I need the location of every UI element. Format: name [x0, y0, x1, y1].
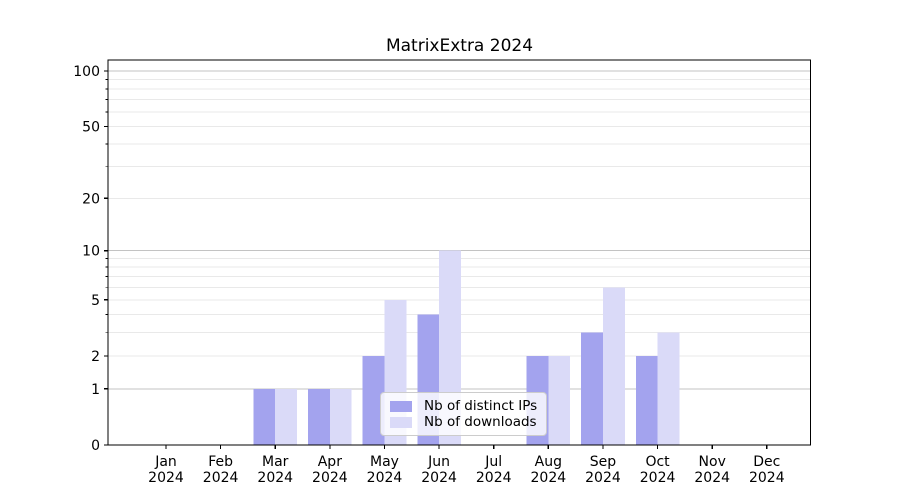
bar-distinct-ips-mar	[253, 388, 276, 445]
legend-label-distinct-ips: Nb of distinct IPs	[424, 398, 538, 414]
axes	[104, 59, 812, 449]
y-tick-label: 20	[82, 191, 100, 207]
x-tick-label-year: 2024	[203, 470, 239, 486]
y-tick-label: 1	[91, 382, 100, 398]
x-tick-label-month: Nov	[699, 454, 726, 470]
x-tick-label-month: Mar	[262, 454, 289, 470]
x-tick-label-month: May	[370, 454, 399, 470]
legend-swatch-distinct-ips	[390, 400, 412, 412]
x-tick-label-year: 2024	[148, 470, 184, 486]
legend-item: Nb of downloads	[390, 414, 537, 430]
x-tick-label-year: 2024	[257, 470, 293, 486]
bar-downloads-oct	[657, 332, 680, 445]
legend: Nb of distinct IPs Nb of downloads	[380, 392, 547, 436]
x-tick-label-year: 2024	[367, 470, 403, 486]
bar-distinct-ips-oct	[635, 355, 658, 445]
x-tick-label-year: 2024	[312, 470, 348, 486]
x-tick-label-year: 2024	[421, 470, 457, 486]
bars	[253, 250, 680, 445]
x-tick-label-month: Aug	[535, 454, 562, 470]
bar-distinct-ips-sep	[581, 332, 603, 445]
x-tick-label-year: 2024	[476, 470, 512, 486]
x-tick-label-year: 2024	[694, 470, 730, 486]
bar-distinct-ips-may	[362, 355, 385, 445]
x-tick-label-month: Jan	[154, 454, 177, 470]
legend-item: Nb of distinct IPs	[390, 398, 537, 414]
x-tick-label-month: Feb	[208, 454, 233, 470]
x-tick-label-year: 2024	[585, 470, 621, 486]
chart-title: MatrixExtra 2024	[386, 36, 533, 56]
x-tick-label-month: Jun	[427, 454, 450, 470]
bar-downloads-sep	[602, 287, 625, 445]
bar-distinct-ips-apr	[308, 388, 330, 445]
y-tick-label: 10	[82, 244, 100, 260]
legend-swatch-downloads	[390, 416, 412, 428]
y-tick-label: 5	[91, 293, 100, 309]
bar-downloads-apr	[329, 388, 352, 445]
tick-labels: 0125102050100Jan2024Feb2024Mar2024Apr202…	[73, 64, 784, 486]
x-tick-label-month: Oct	[645, 454, 670, 470]
y-tick-label: 2	[91, 349, 100, 365]
x-tick-label-month: Sep	[590, 454, 617, 470]
x-tick-label-month: Apr	[318, 454, 342, 470]
bar-downloads-aug	[548, 355, 571, 445]
x-tick-label-year: 2024	[749, 470, 785, 486]
x-tick-label-year: 2024	[640, 470, 676, 486]
x-tick-label-month: Dec	[753, 454, 780, 470]
x-tick-label-month: Jul	[484, 454, 502, 470]
plot-border	[107, 59, 812, 446]
bar-downloads-mar	[275, 388, 298, 445]
y-tick-label: 50	[82, 119, 100, 135]
y-tick-label: 100	[73, 64, 100, 80]
y-tick-label: 0	[91, 438, 100, 454]
legend-label-downloads: Nb of downloads	[424, 414, 537, 430]
x-tick-label-year: 2024	[531, 470, 567, 486]
